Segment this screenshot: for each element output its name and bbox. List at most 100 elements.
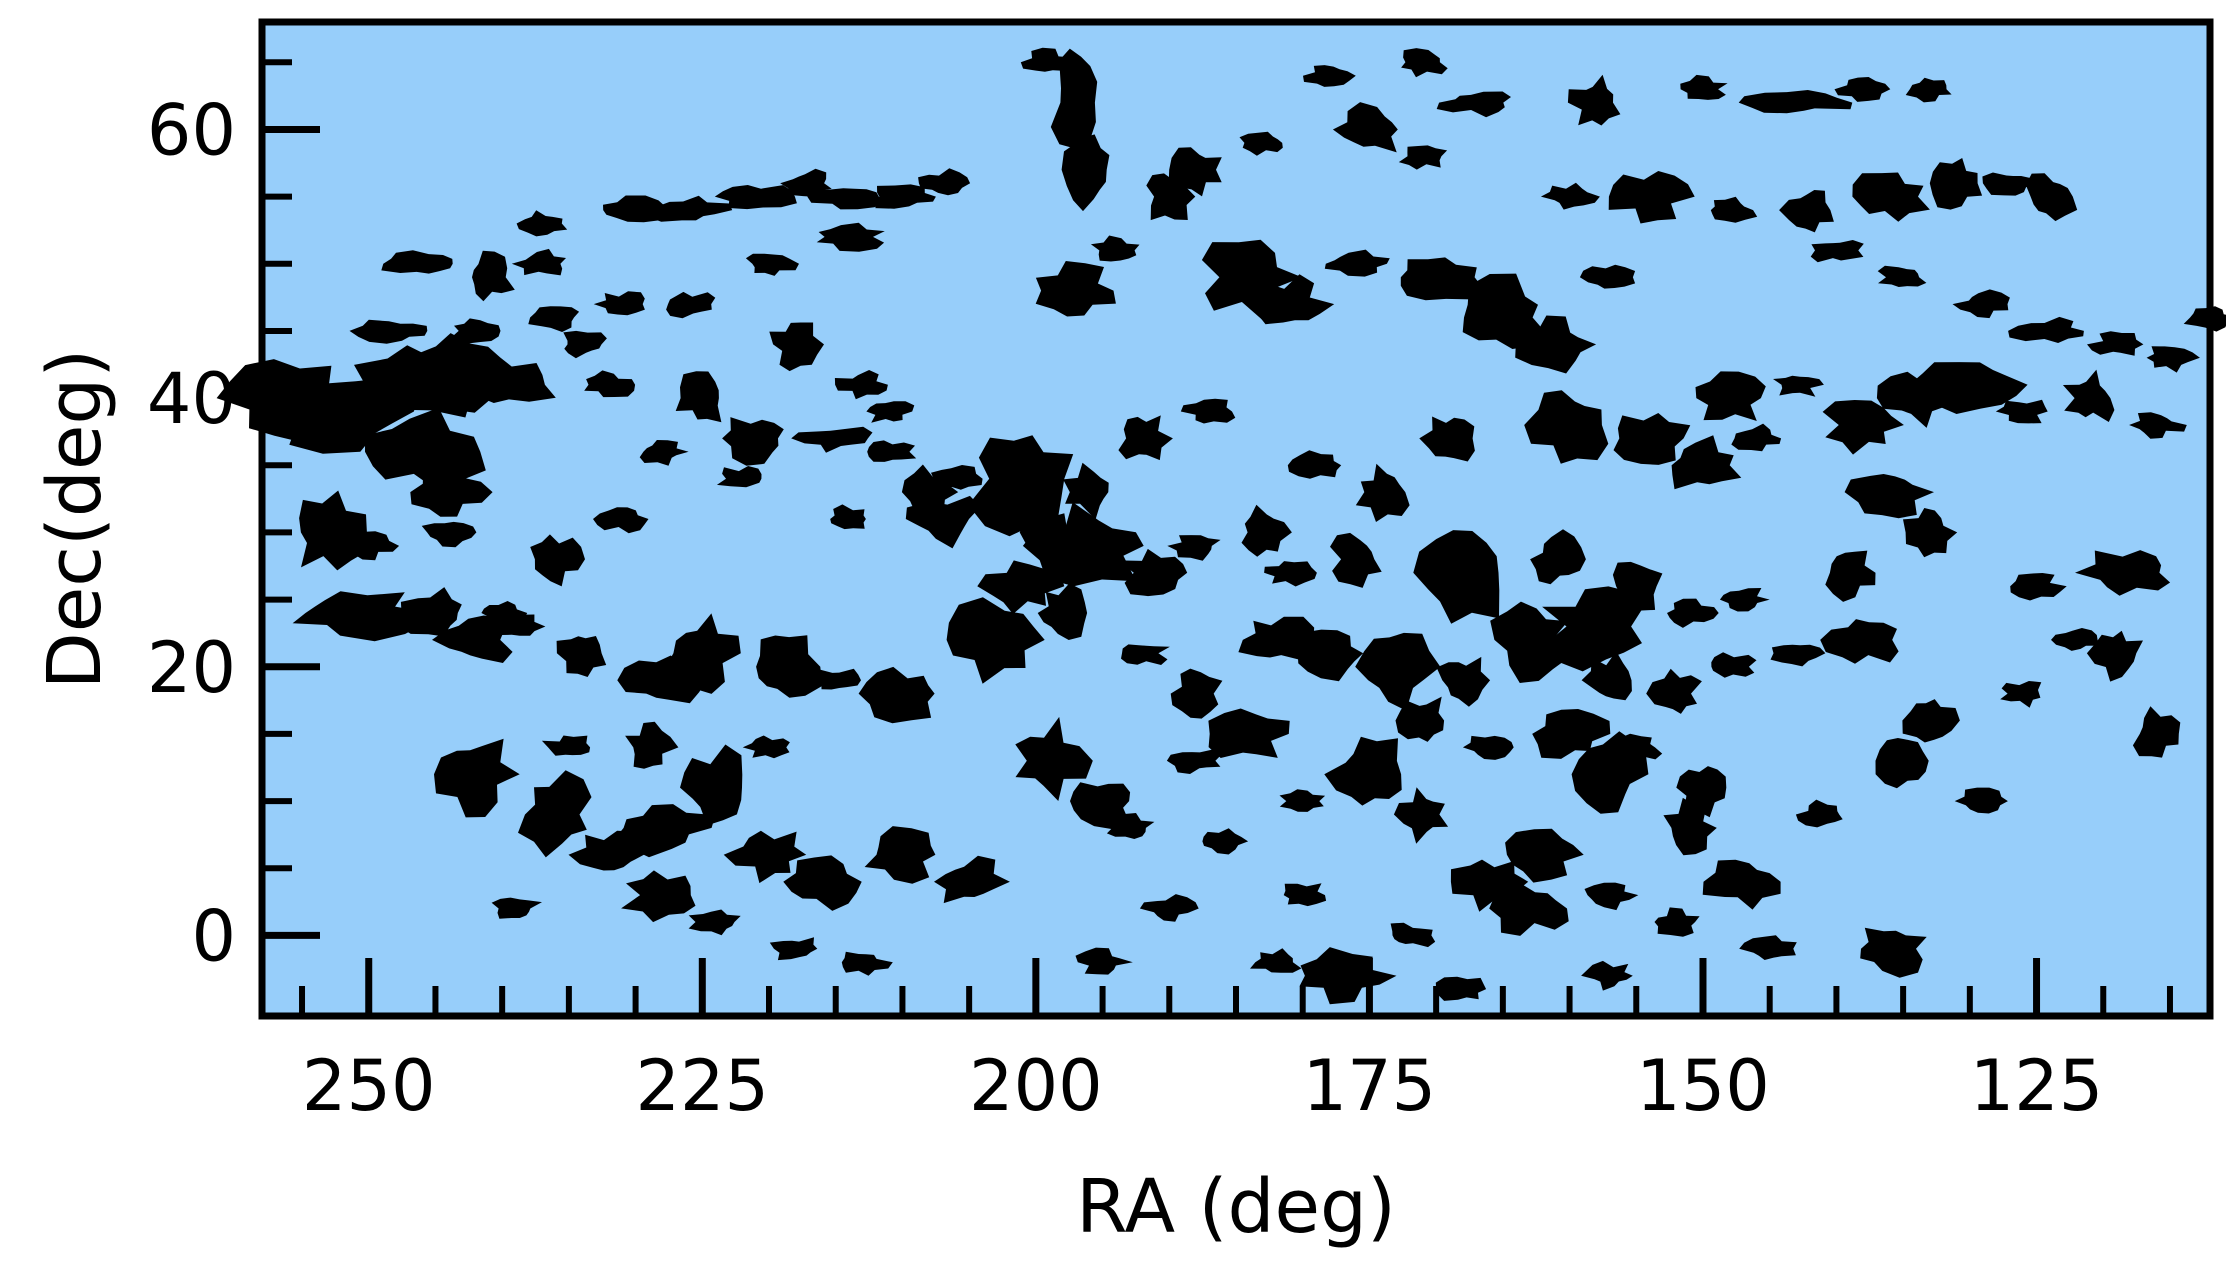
sky-region [1250,948,1302,973]
sky-region [1489,883,1569,936]
sky-region [1834,77,1891,102]
sky-region [1332,102,1398,153]
sky-region [2008,316,2084,343]
sky-region [1118,415,1173,461]
sky-region [901,464,959,522]
sky-region [381,250,453,274]
sky-region [1567,74,1621,126]
sky-region [1773,375,1824,397]
sky-region [1063,462,1109,520]
sky-region [1676,766,1727,818]
sky-region [2075,550,2171,596]
sky-region [946,597,1045,684]
sky-region [675,371,722,423]
sky-region [662,613,741,694]
sky-region [1398,145,1448,170]
sky-region [1393,787,1449,844]
sky-region [1061,134,1110,212]
sky-region [292,591,432,642]
sky-region [1654,907,1700,937]
sky-region [1613,413,1691,465]
sky-region [714,185,797,210]
sky-region [1413,530,1500,624]
sky-region [1540,182,1600,210]
x-axis-label: RA (deg) [1076,1164,1396,1250]
sky-region [780,168,832,197]
sky-region [1875,738,1929,789]
sky-region [1436,91,1511,118]
x-tick-label: 250 [302,1045,436,1127]
sky-region [1579,264,1636,289]
sky-region [723,830,807,884]
sky-region [1952,289,2010,319]
sky-region [1330,532,1382,588]
sky-region [432,615,513,663]
sky-region [1825,550,1876,602]
x-tick-label: 125 [1970,1045,2104,1127]
sky-region [1070,782,1131,830]
sky-region [1667,598,1719,628]
sky-region [1731,423,1782,452]
sky-region [2132,706,2181,758]
sky-region [350,531,400,561]
sky-region [349,319,428,344]
sky-region [688,909,741,936]
sky-region [1770,644,1826,667]
sky-region [2000,681,2042,708]
sky-region [563,330,607,359]
sky-region [791,426,873,453]
sky-region [1238,616,1315,660]
sky-region [1532,709,1611,759]
sky-region [1117,548,1188,597]
sky-region [1390,922,1436,948]
sky-region [742,735,790,759]
sky-region [1530,529,1586,585]
sky-region [841,951,893,976]
sky-region [2086,630,2143,682]
sky-region [1167,535,1221,561]
y-tick-label: 40 [147,358,236,440]
sky-region [1608,171,1695,224]
sky-region [1822,400,1904,455]
sky-region [472,250,515,302]
sky-region [1250,274,1335,325]
x-tick-label: 200 [969,1045,1103,1127]
sky-region [1202,828,1249,855]
sky-region [1436,656,1491,707]
sky-region [1287,450,1342,479]
sky-region [621,870,696,923]
sky-region [541,735,591,756]
sky-region [1995,399,2048,424]
sky-region [1355,463,1410,522]
sky-region [625,721,679,769]
sky-region [1355,632,1441,711]
sky-region [1139,894,1199,922]
sky-region [639,440,689,466]
sky-region [769,322,824,372]
sky-region [1542,586,1642,672]
sky-region [1146,173,1196,221]
sky-region [456,363,556,403]
plot-frame [258,18,2214,1020]
sky-region [1820,619,1899,664]
sky-region [1324,736,1402,806]
sky-region [1719,588,1770,612]
sky-region [1462,273,1547,349]
sky-region [1711,652,1757,678]
sky-region [365,407,486,490]
sky-region [511,248,566,276]
sky-region [834,370,888,400]
y-tick-label: 20 [147,627,236,709]
sky-region [1860,927,1927,978]
sky-region [2129,412,2187,439]
sky-region [1035,261,1116,317]
sky-region [452,318,501,344]
sky-region [1208,708,1290,758]
sky-region [614,804,716,858]
sky-region [491,897,542,919]
sky-region [1299,947,1397,1005]
sky-region [1180,398,1236,424]
sky-region [1844,474,1934,519]
sky-region [2146,346,2200,373]
sky-region [1401,48,1448,78]
